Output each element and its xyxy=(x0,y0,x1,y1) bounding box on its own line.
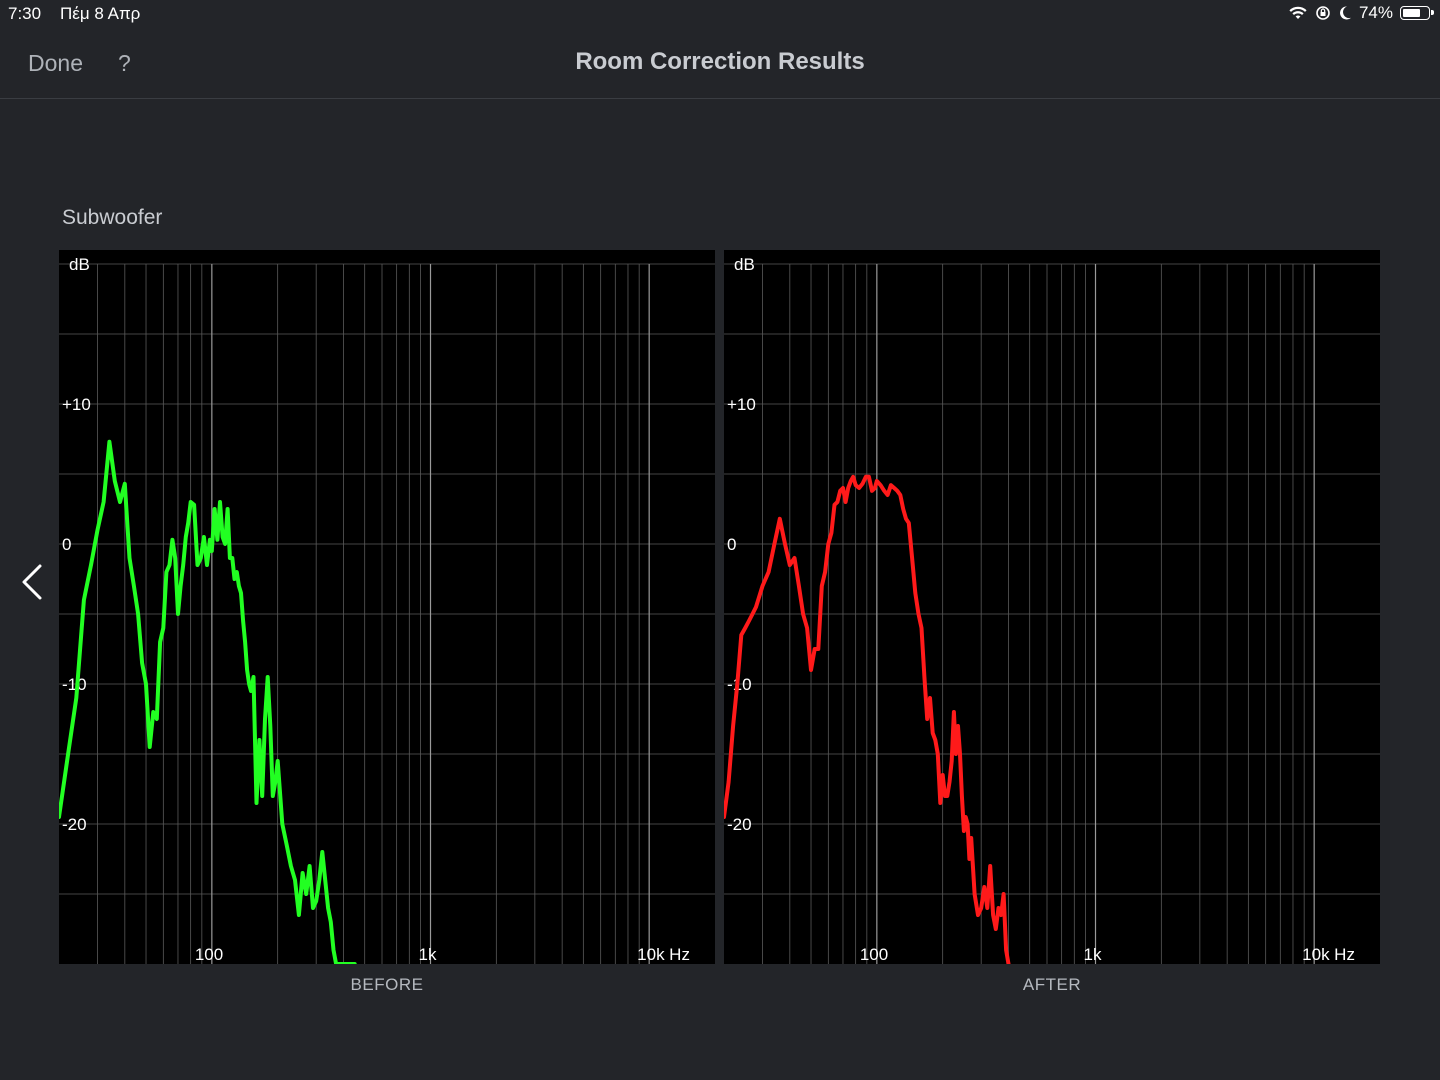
chevron-left-icon[interactable] xyxy=(18,560,48,604)
section-title: Subwoofer xyxy=(62,206,163,229)
y-tick-label: 0 xyxy=(727,535,736,554)
before-chart-svg: +10 0 -10 -20 dB 100 1k 10k Hz xyxy=(59,255,715,964)
status-date: Πέμ 8 Απρ xyxy=(60,4,141,23)
before-caption: BEFORE xyxy=(350,975,424,994)
before-chart: +10 0 -10 -20 dB 100 1k 10k Hz xyxy=(59,250,715,964)
done-button[interactable]: Done xyxy=(28,50,83,76)
y-tick-label: -10 xyxy=(62,675,87,694)
y-tick-label: 0 xyxy=(62,535,71,554)
moon-icon xyxy=(1339,6,1351,20)
page-title: Room Correction Results xyxy=(575,48,865,75)
status-time: 7:30 xyxy=(8,4,42,23)
after-caption: AFTER xyxy=(1022,975,1082,994)
status-icons: 74% xyxy=(1288,3,1434,23)
x-tick-label: 10k xyxy=(1302,945,1330,964)
wifi-icon xyxy=(1289,6,1307,19)
y-axis-unit: dB xyxy=(734,255,755,274)
x-tick-label: 1k xyxy=(1084,945,1102,964)
battery-percent: 74% xyxy=(1358,3,1393,22)
y-tick-label: -20 xyxy=(727,815,752,834)
rotation-lock-icon xyxy=(1316,6,1330,20)
y-axis-unit: dB xyxy=(69,255,90,274)
response-curve xyxy=(724,474,1011,964)
help-button[interactable]: ? xyxy=(118,50,131,76)
y-tick-label: +10 xyxy=(62,395,91,414)
status-bar: 7:30 Πέμ 8 Απρ 74% xyxy=(0,0,1440,30)
battery-icon xyxy=(1400,6,1434,20)
navigation-bar: Done ? Room Correction Results xyxy=(0,30,1440,99)
y-tick-label: +10 xyxy=(727,395,756,414)
after-chart-svg: +10 0 -10 -20 dB 100 1k 10k Hz xyxy=(724,255,1380,964)
after-chart: +10 0 -10 -20 dB 100 1k 10k Hz xyxy=(724,250,1380,964)
y-tick-label: -10 xyxy=(727,675,752,694)
y-tick-label: -20 xyxy=(62,815,87,834)
x-tick-label: 1k xyxy=(419,945,437,964)
x-axis-unit: Hz xyxy=(669,945,690,964)
x-tick-label: 100 xyxy=(195,945,223,964)
response-curve xyxy=(59,439,357,964)
x-axis-unit: Hz xyxy=(1334,945,1355,964)
x-tick-label: 100 xyxy=(860,945,888,964)
x-tick-label: 10k xyxy=(637,945,665,964)
